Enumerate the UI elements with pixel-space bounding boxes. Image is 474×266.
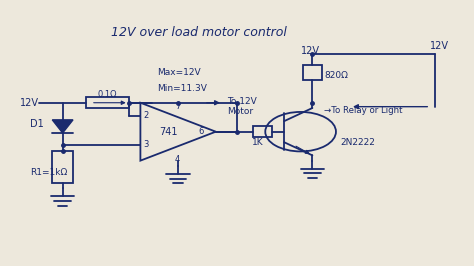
Text: 2N2222: 2N2222 — [341, 138, 375, 147]
Text: 3: 3 — [144, 140, 149, 149]
Text: 741: 741 — [159, 127, 178, 137]
Text: To 12V
Motor: To 12V Motor — [228, 97, 257, 117]
Text: D1: D1 — [30, 119, 44, 129]
FancyBboxPatch shape — [52, 151, 73, 183]
Text: 12V: 12V — [20, 98, 39, 108]
Text: 12V: 12V — [430, 41, 449, 51]
FancyBboxPatch shape — [86, 97, 128, 108]
Text: R1=1kΩ: R1=1kΩ — [30, 168, 67, 177]
FancyBboxPatch shape — [303, 65, 322, 80]
Text: 12V over load motor control: 12V over load motor control — [111, 27, 287, 39]
Text: →To Relay or Light: →To Relay or Light — [324, 106, 403, 115]
FancyBboxPatch shape — [254, 126, 273, 137]
Text: 4: 4 — [175, 155, 180, 164]
Text: Min=11.3V: Min=11.3V — [157, 84, 207, 93]
Text: 820Ω: 820Ω — [324, 70, 348, 80]
Text: 7: 7 — [175, 102, 180, 111]
Text: 12V: 12V — [301, 46, 319, 56]
Text: 1K: 1K — [252, 138, 264, 147]
Text: 6: 6 — [198, 127, 204, 136]
Polygon shape — [52, 120, 73, 133]
Text: 0.1Ω: 0.1Ω — [98, 90, 118, 99]
Text: Max=12V: Max=12V — [157, 68, 201, 77]
Text: 2: 2 — [144, 111, 149, 120]
